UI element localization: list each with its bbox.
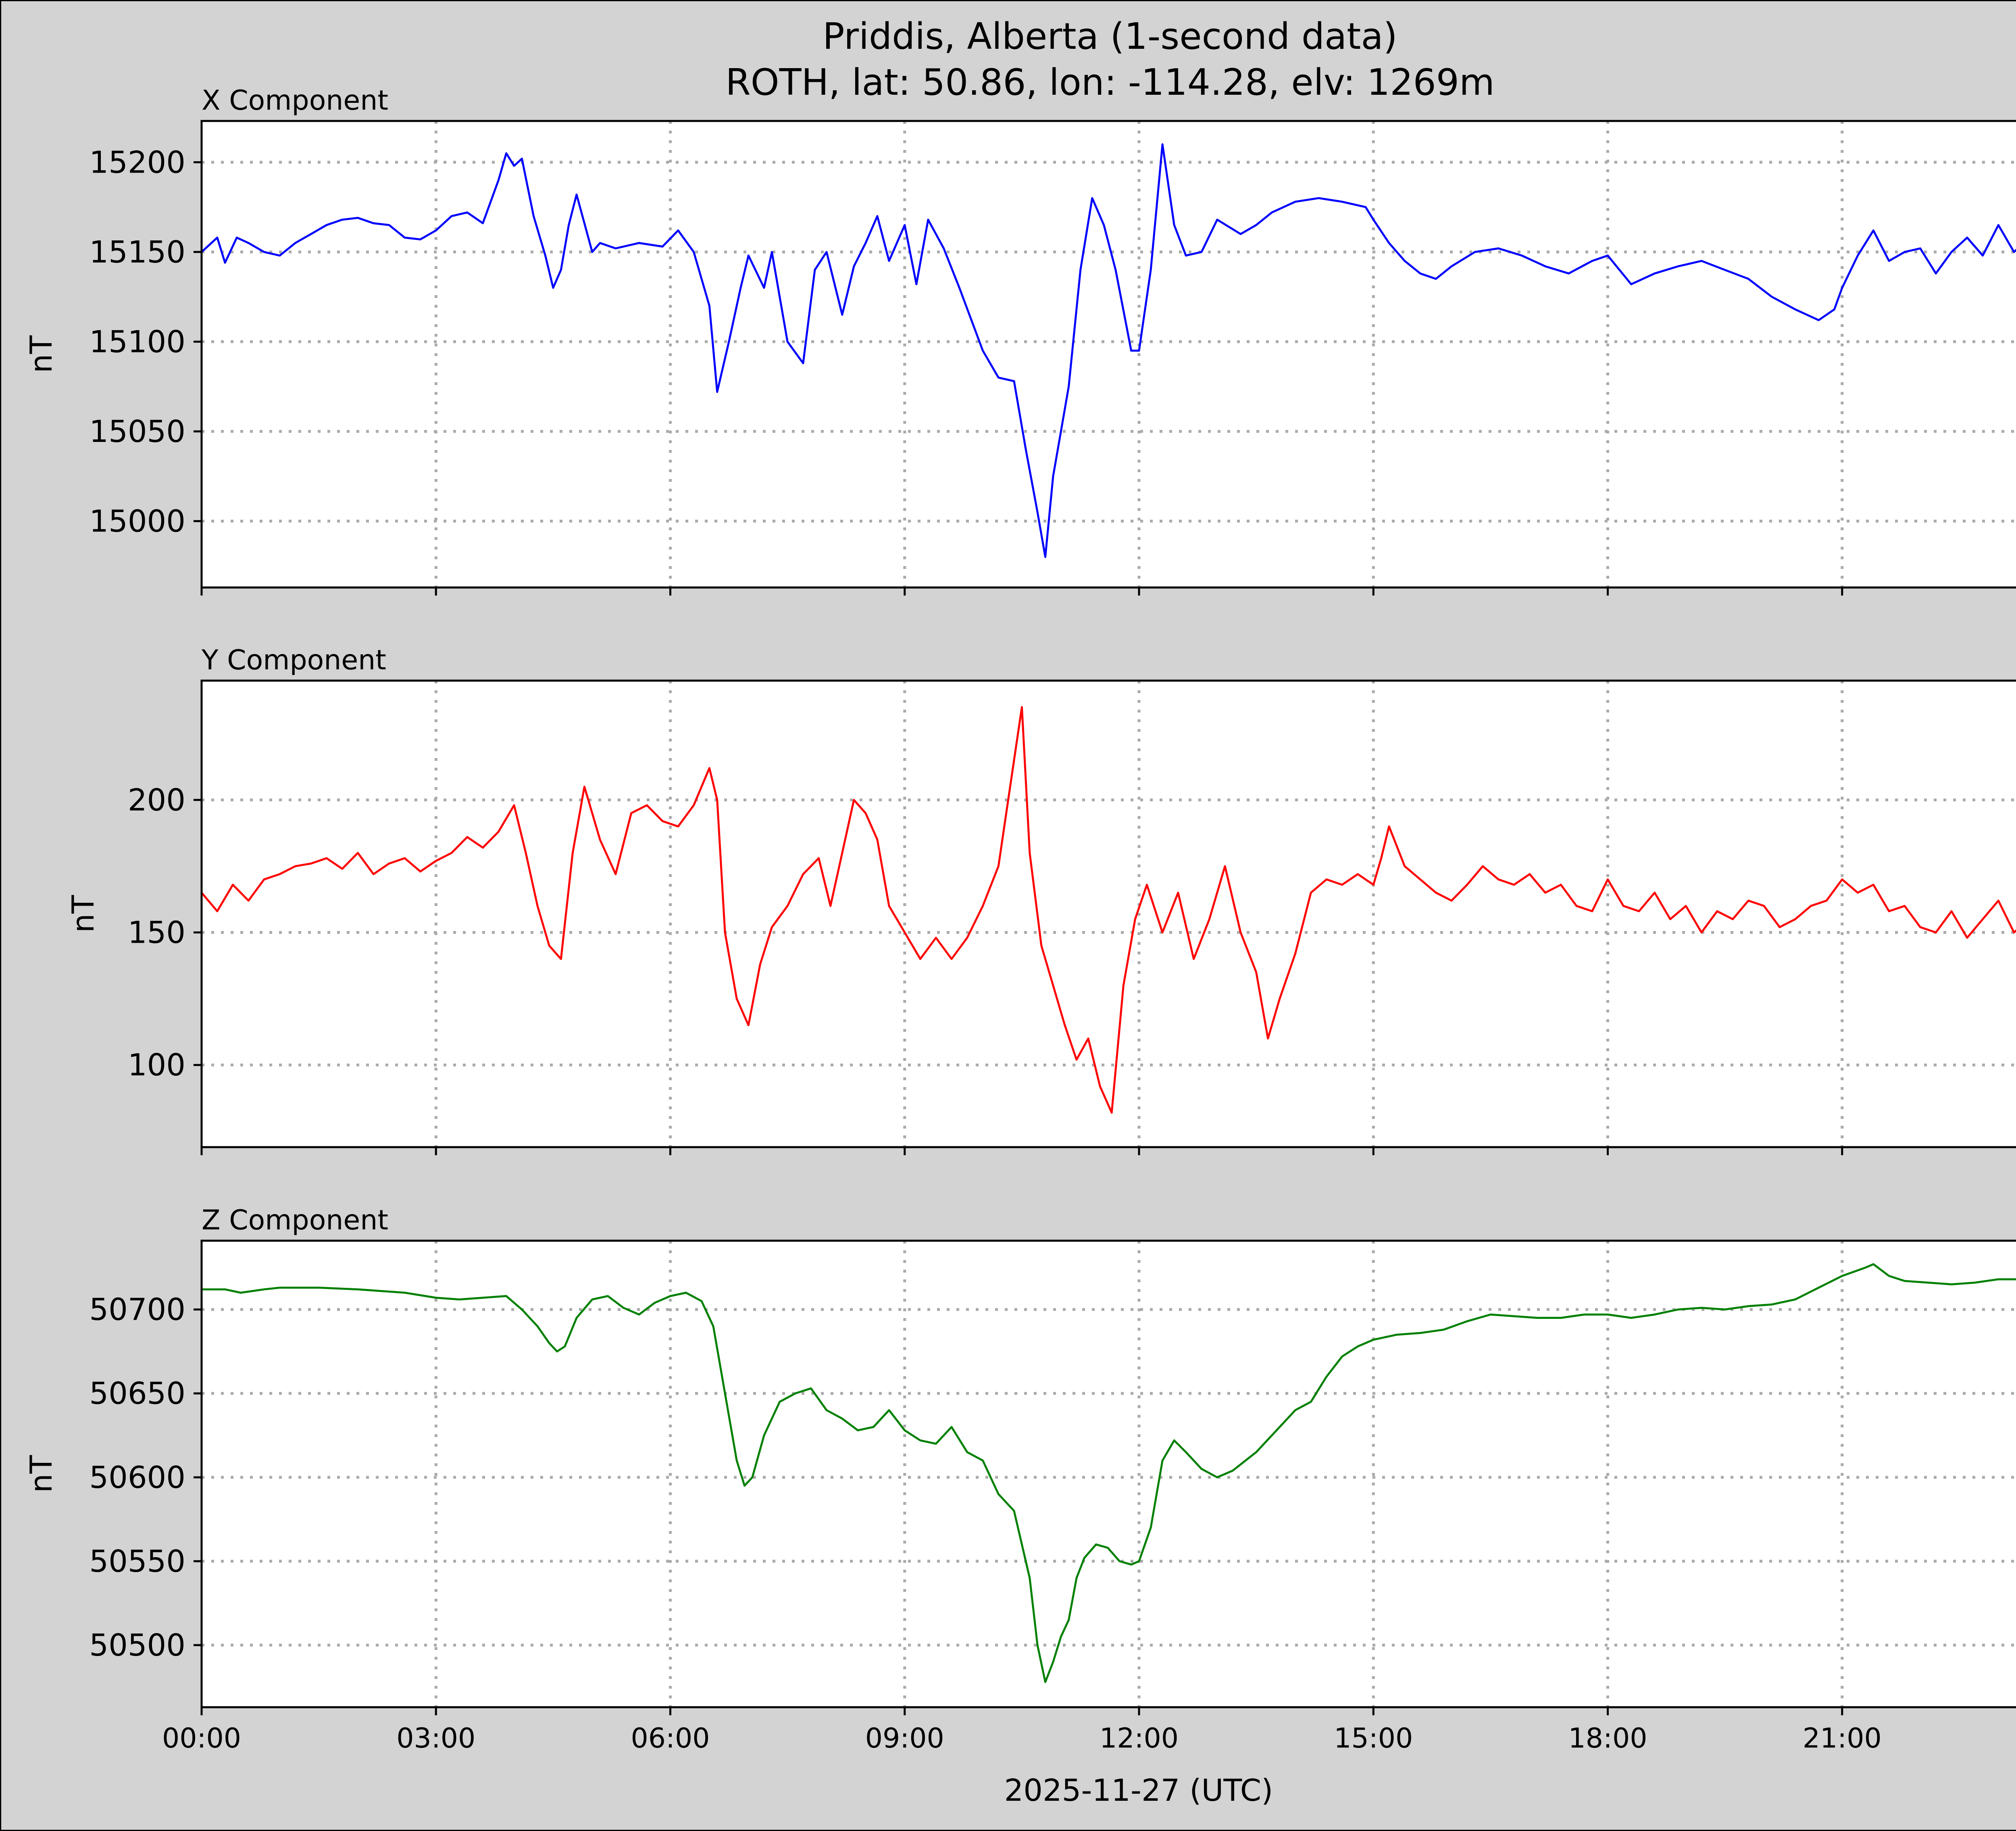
z-component-panel: Z Component 00:00 03:00 06:00 09:00 12:00 15:0… — [23, 1204, 2016, 1754]
x-axis-label: 2025-11-27 (UTC) — [1004, 1773, 1273, 1808]
x-plot-area — [202, 121, 2016, 587]
x-series-line — [201, 143, 2016, 558]
figure-title-line1: Priddis, Alberta (1-second data) — [823, 15, 1397, 58]
y-plot-frame — [200, 679, 2016, 1148]
x-tick-label: 06:00 — [631, 1723, 710, 1754]
x-tick-label: 03:00 — [396, 1723, 475, 1754]
x-plot-frame — [200, 120, 2016, 589]
x-y-axis-label: nT — [23, 335, 59, 373]
z-y-tick-label: 50700 — [89, 1292, 185, 1327]
x-component-panel: X Component 15000 15050 15100 15150 15200 nT — [23, 85, 2016, 596]
z-panel-title: Z Component — [202, 1204, 388, 1236]
z-y-tick-label: 50550 — [89, 1544, 185, 1579]
z-series-line — [202, 1263, 2016, 1683]
x-tick-label: 21:00 — [1803, 1723, 1882, 1754]
y-component-panel: Y Component 100 150 200 nT — [65, 644, 2016, 1155]
z-y-tick-label: 50650 — [89, 1376, 185, 1411]
x-panel-title: X Component — [202, 85, 388, 117]
y-plot-area — [202, 681, 2016, 1147]
z-plot-frame — [200, 1239, 2016, 1708]
z-y-axis-label: nT — [23, 1455, 59, 1493]
x-y-tick-label: 15050 — [89, 414, 185, 449]
y-panel-title: Y Component — [201, 644, 386, 676]
x-tick-label: 12:00 — [1100, 1723, 1179, 1754]
z-y-tick-label: 50600 — [89, 1460, 185, 1495]
x-y-tick-label: 15150 — [89, 234, 185, 270]
x-tick-label: 00:00 — [162, 1723, 241, 1754]
x-tick-label: 09:00 — [865, 1723, 944, 1754]
z-y-tick-label: 50500 — [89, 1627, 185, 1663]
x-y-tick-label: 15200 — [89, 144, 185, 180]
z-plot-area — [202, 1241, 2016, 1707]
chart-panels: X Component1500015050151001515015200nTY … — [23, 85, 2016, 1754]
figure-title-line2: ROTH, lat: 50.86, lon: -114.28, elv: 126… — [725, 61, 1495, 104]
y-y-tick-label: 200 — [128, 782, 185, 818]
x-y-tick-label: 15100 — [89, 324, 185, 359]
y-series-line — [201, 706, 2016, 1114]
x-tick-label: 18:00 — [1568, 1723, 1647, 1754]
x-y-tick-label: 15000 — [89, 503, 185, 539]
y-y-tick-label: 100 — [128, 1047, 185, 1083]
y-y-axis-label: nT — [65, 895, 101, 933]
y-y-tick-label: 150 — [128, 915, 185, 950]
x-tick-label: 15:00 — [1334, 1723, 1413, 1754]
